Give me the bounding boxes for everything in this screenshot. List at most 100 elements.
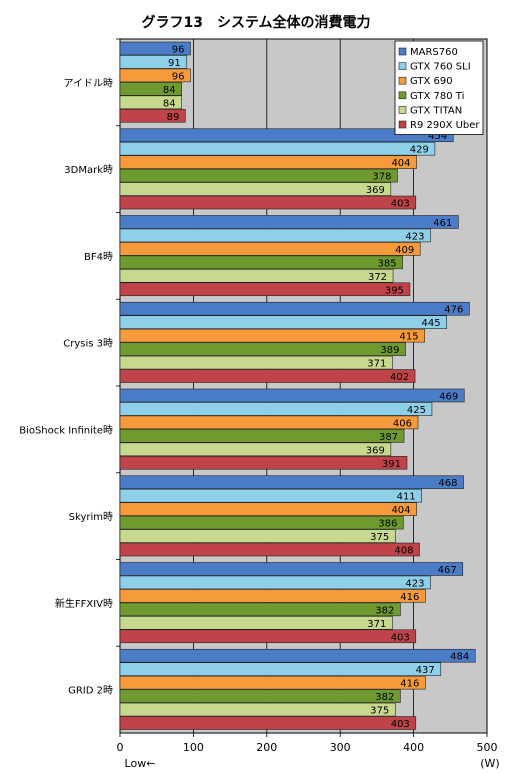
data-label: 484 bbox=[450, 652, 469, 663]
bar bbox=[119, 616, 393, 630]
bar bbox=[119, 108, 186, 123]
data-label: 386 bbox=[378, 519, 397, 530]
data-label: 369 bbox=[366, 445, 385, 456]
data-label: 389 bbox=[380, 345, 399, 356]
x-tick-label: 200 bbox=[256, 741, 277, 754]
bar bbox=[119, 442, 392, 457]
bar bbox=[119, 141, 436, 156]
data-label: 415 bbox=[400, 332, 419, 343]
category-label: 3DMark時 bbox=[64, 164, 113, 176]
data-label: 375 bbox=[370, 706, 389, 717]
category-label: Crysis 3時 bbox=[63, 338, 113, 350]
data-label: 84 bbox=[163, 85, 176, 96]
data-label: 371 bbox=[367, 619, 386, 630]
legend-entry: GTX 780 Ti bbox=[410, 91, 464, 102]
data-label: 411 bbox=[397, 492, 416, 503]
bar bbox=[119, 488, 422, 503]
data-label: 402 bbox=[390, 372, 409, 383]
bar bbox=[119, 675, 426, 690]
data-label: 395 bbox=[385, 285, 404, 296]
legend-swatch bbox=[398, 62, 407, 70]
legend-entry: MARS760 bbox=[410, 47, 458, 58]
data-label: 461 bbox=[433, 218, 452, 229]
bar bbox=[119, 355, 393, 370]
direction-note: Low← bbox=[125, 757, 156, 770]
data-label: 387 bbox=[379, 432, 398, 443]
data-label: 391 bbox=[382, 459, 401, 470]
bar bbox=[119, 662, 442, 676]
bar bbox=[119, 242, 421, 256]
data-label: 91 bbox=[168, 58, 181, 69]
bar bbox=[119, 475, 464, 490]
legend-box bbox=[394, 40, 484, 135]
plot-area: アイドル時9691968484893DMark時4544294043783694… bbox=[19, 38, 500, 770]
data-label: 371 bbox=[367, 359, 386, 370]
bar bbox=[119, 515, 404, 530]
legend-swatch bbox=[398, 120, 407, 129]
data-label: 416 bbox=[400, 592, 419, 603]
bar bbox=[119, 328, 425, 343]
data-label: 375 bbox=[370, 532, 389, 543]
bar bbox=[119, 388, 465, 403]
bar bbox=[119, 562, 464, 576]
bar bbox=[119, 41, 191, 56]
bar bbox=[119, 575, 431, 590]
category-label: BF4時 bbox=[84, 251, 113, 263]
legend-entry: GTX TITAN bbox=[410, 105, 462, 116]
data-label: 89 bbox=[167, 112, 180, 123]
data-label: 416 bbox=[400, 679, 419, 690]
legend-swatch bbox=[398, 91, 407, 100]
data-label: 96 bbox=[172, 44, 185, 55]
legend-entry: GTX 690 bbox=[410, 76, 453, 87]
bar bbox=[119, 415, 419, 430]
data-label: 404 bbox=[391, 505, 410, 516]
data-label: 468 bbox=[438, 478, 457, 489]
bar bbox=[119, 702, 396, 717]
bar bbox=[119, 716, 417, 730]
bar bbox=[119, 369, 416, 383]
x-tick-label: 400 bbox=[403, 741, 424, 754]
bar bbox=[119, 255, 403, 270]
data-label: 403 bbox=[391, 719, 410, 730]
bar bbox=[119, 589, 426, 603]
bar bbox=[119, 315, 447, 329]
data-label: 408 bbox=[394, 546, 413, 557]
bar bbox=[119, 602, 401, 617]
x-tick-label: 500 bbox=[477, 741, 498, 754]
bar bbox=[119, 128, 454, 143]
bar bbox=[119, 95, 182, 110]
bar bbox=[119, 629, 417, 644]
bar bbox=[119, 195, 417, 210]
x-tick-label: 0 bbox=[117, 741, 124, 754]
bar bbox=[119, 68, 191, 83]
data-label: 378 bbox=[372, 172, 391, 183]
x-tick-label: 300 bbox=[330, 741, 351, 754]
bar bbox=[119, 342, 406, 356]
category-label: GRID 2時 bbox=[68, 685, 113, 697]
data-label: 96 bbox=[172, 71, 185, 82]
data-label: 425 bbox=[407, 405, 426, 416]
bar bbox=[119, 55, 188, 69]
data-label: 429 bbox=[410, 145, 429, 156]
bar bbox=[119, 402, 433, 416]
data-label: 369 bbox=[366, 185, 385, 196]
data-label: 467 bbox=[438, 565, 457, 576]
data-label: 437 bbox=[416, 665, 435, 676]
data-label: 403 bbox=[391, 199, 410, 210]
data-label: 372 bbox=[368, 272, 387, 283]
legend-entry: GTX 760 SLI bbox=[410, 62, 471, 73]
bar bbox=[119, 542, 420, 557]
category-label: BioShock Infinite時 bbox=[19, 424, 113, 436]
x-tick-label: 100 bbox=[183, 741, 204, 754]
bar bbox=[119, 502, 417, 516]
bar bbox=[119, 269, 394, 283]
data-label: 423 bbox=[405, 578, 424, 589]
bar bbox=[119, 689, 401, 703]
bar bbox=[119, 429, 405, 443]
data-label: 382 bbox=[375, 605, 394, 616]
category-label: 新生FFXIV時 bbox=[55, 597, 113, 610]
bar bbox=[119, 228, 431, 243]
bar bbox=[119, 155, 417, 169]
data-label: 406 bbox=[393, 418, 412, 429]
